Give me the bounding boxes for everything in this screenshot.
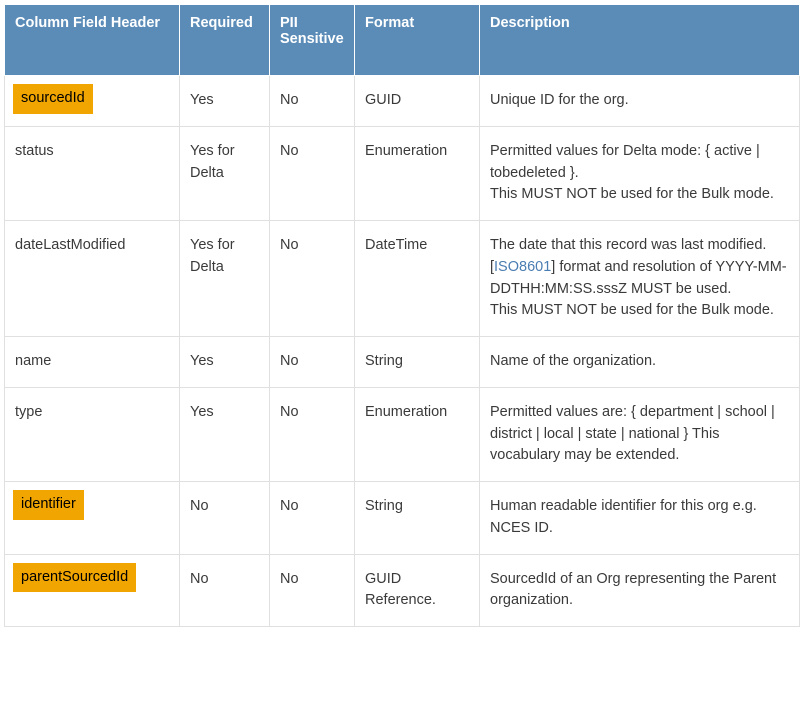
cell-format: GUID (355, 76, 480, 127)
cell-description: Unique ID for the org. (480, 76, 800, 127)
cell-field: parentSourcedId (5, 554, 180, 627)
cell-field: sourcedId (5, 76, 180, 127)
table-header-row: Column Field Header Required PII Sensiti… (5, 5, 800, 76)
field-highlight: identifier (13, 490, 84, 520)
cell-required: Yes for Delta (180, 221, 270, 337)
cell-format: Enumeration (355, 126, 480, 220)
description-text: Unique ID for the org. (490, 92, 629, 108)
field-highlight: parentSourcedId (13, 563, 136, 593)
cell-field: identifier (5, 482, 180, 555)
field-highlight: sourcedId (13, 84, 93, 114)
col-header-format: Format (355, 5, 480, 76)
cell-description: Human readable identifier for this org e… (480, 482, 800, 555)
table-row: typeYesNoEnumerationPermitted values are… (5, 387, 800, 481)
cell-required: No (180, 554, 270, 627)
cell-description: Permitted values for Delta mode: { activ… (480, 126, 800, 220)
cell-format: GUID Reference. (355, 554, 480, 627)
cell-required: Yes for Delta (180, 126, 270, 220)
table-row: parentSourcedIdNoNoGUID Reference.Source… (5, 554, 800, 627)
cell-field: name (5, 337, 180, 388)
cell-pii: No (270, 126, 355, 220)
description-text: Name of the organization. (490, 353, 656, 369)
description-text: Permitted values for Delta mode: { activ… (490, 143, 760, 181)
cell-pii: No (270, 554, 355, 627)
table-row: nameYesNoString Name of the organization. (5, 337, 800, 388)
table-row: sourcedId YesNoGUID Unique ID for the org. (5, 76, 800, 127)
cell-pii: No (270, 387, 355, 481)
cell-pii: No (270, 76, 355, 127)
cell-pii: No (270, 221, 355, 337)
cell-required: Yes (180, 76, 270, 127)
spec-table: Column Field Header Required PII Sensiti… (4, 4, 800, 627)
table-row: statusYes for DeltaNoEnumeration Permitte… (5, 126, 800, 220)
cell-format: String (355, 482, 480, 555)
table-row: dateLastModifiedYes for DeltaNoDateTimeT… (5, 221, 800, 337)
col-header-pii: PII Sensitive (270, 5, 355, 76)
table-body: sourcedIdYesNoGUIDUnique ID for the org.… (5, 76, 800, 627)
description-text: Permitted values are: { department | sch… (490, 404, 775, 464)
description-text: This MUST NOT be used for the Bulk mode. (490, 186, 774, 202)
cell-description: SourcedId of an Org representing the Par… (480, 554, 800, 627)
cell-required: Yes (180, 337, 270, 388)
cell-field: dateLastModified (5, 221, 180, 337)
col-header-field: Column Field Header (5, 5, 180, 76)
cell-pii: No (270, 337, 355, 388)
cell-required: Yes (180, 387, 270, 481)
cell-pii: No (270, 482, 355, 555)
cell-description: Permitted values are: { department | sch… (480, 387, 800, 481)
col-header-required: Required (180, 5, 270, 76)
description-link[interactable]: ISO8601 (494, 259, 551, 275)
cell-required: No (180, 482, 270, 555)
description-text: Human readable identifier for this org e… (490, 498, 757, 536)
cell-field: status (5, 126, 180, 220)
cell-format: DateTime (355, 221, 480, 337)
cell-description: The date that this record was last modif… (480, 221, 800, 337)
cell-description: Name of the organization. (480, 337, 800, 388)
description-text: This MUST NOT be used for the Bulk mode. (490, 302, 774, 318)
table-row: identifierNoNoStringHuman readable ident… (5, 482, 800, 555)
description-text: SourcedId of an Org representing the Par… (490, 571, 776, 609)
cell-field: type (5, 387, 180, 481)
cell-format: Enumeration (355, 387, 480, 481)
cell-format: String (355, 337, 480, 388)
col-header-description: Description (480, 5, 800, 76)
